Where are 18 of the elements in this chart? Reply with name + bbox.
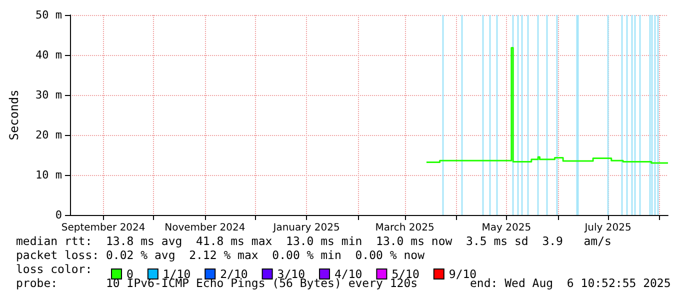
text: packet loss: 0.02 % avg 2.12 % max 0.00 % min 0.00 % now	[16, 248, 425, 262]
legend-label: 9/10	[448, 267, 477, 281]
x-tick-label: May 2025	[482, 222, 532, 234]
text: median rtt: 13.8 ms avg 41.8 ms max 13.0 ms min 13.0 ms now 3.5 ms sd 3.9 am/s	[16, 234, 612, 248]
x-tick-label: January 2025	[272, 222, 340, 234]
y-tick-label: 20 m	[36, 128, 62, 142]
x-tick-label: November 2024	[164, 222, 246, 234]
y-axis-title: Seconds	[7, 90, 21, 140]
y-tick-label: 30 m	[36, 88, 62, 102]
x-tick-label: July 2025	[584, 222, 632, 234]
legend-title: loss color:	[16, 262, 92, 276]
legend-label: 4/10	[334, 267, 362, 281]
y-tick-label: 10 m	[36, 168, 62, 182]
y-tick-label: 0	[55, 208, 62, 222]
x-tick-label: March 2025	[375, 222, 434, 234]
y-tick-label: 40 m	[36, 48, 62, 62]
y-tick-label: 50 m	[36, 8, 62, 22]
x-tick-label: September 2024	[61, 222, 146, 234]
